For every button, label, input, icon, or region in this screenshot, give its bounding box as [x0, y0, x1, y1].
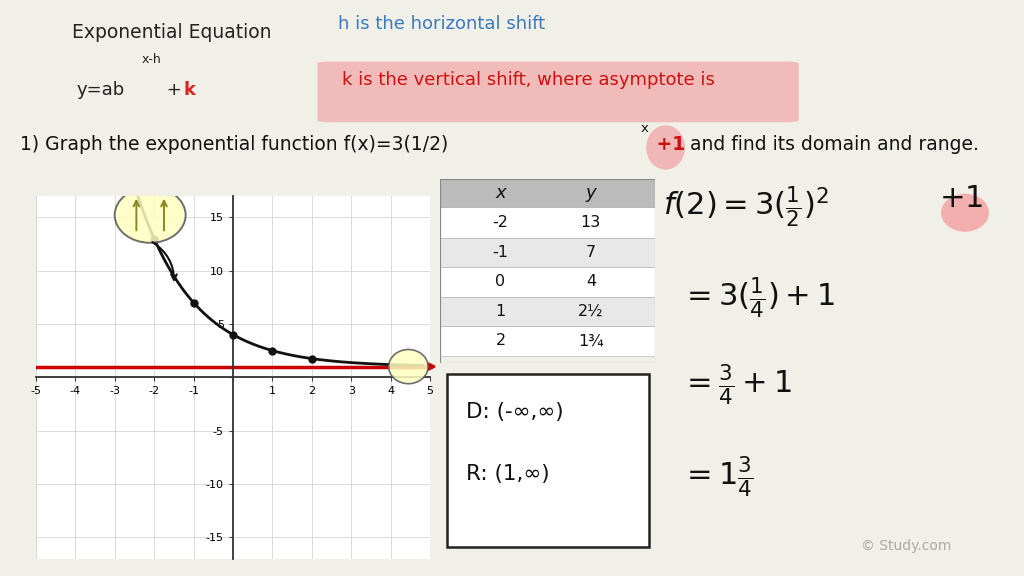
Text: +: +	[161, 81, 181, 99]
Bar	[440, 179, 655, 207]
Bar	[440, 326, 655, 355]
FancyBboxPatch shape	[317, 62, 799, 122]
Text: © Study.com: © Study.com	[861, 539, 951, 553]
Text: 1) Graph the exponential function f(x)=3(1/2): 1) Graph the exponential function f(x)=3…	[20, 135, 449, 154]
Ellipse shape	[941, 194, 989, 232]
Text: +1: +1	[650, 135, 685, 154]
Ellipse shape	[389, 350, 428, 384]
Text: Exponential Equation: Exponential Equation	[72, 23, 271, 42]
Text: 2: 2	[496, 334, 506, 348]
Text: 13: 13	[581, 215, 601, 230]
Text: h is the horizontal shift: h is the horizontal shift	[338, 15, 545, 33]
Text: $= \frac{3}{4}+1$: $= \frac{3}{4}+1$	[681, 363, 792, 408]
Text: $+1$: $+1$	[939, 184, 983, 213]
Ellipse shape	[115, 187, 185, 243]
Text: 1¾: 1¾	[578, 334, 604, 348]
Text: 1: 1	[496, 304, 506, 319]
Text: x: x	[496, 184, 506, 202]
Text: x-h: x-h	[141, 53, 161, 66]
Text: 0: 0	[496, 274, 506, 289]
Text: -1: -1	[493, 245, 509, 260]
Text: and find its domain and range.: and find its domain and range.	[684, 135, 979, 154]
Text: R: (1,∞): R: (1,∞)	[466, 464, 550, 484]
Text: 4: 4	[586, 274, 596, 289]
Text: 7: 7	[586, 245, 596, 260]
Text: $f(2)= 3(\frac{1}{2})^2$: $f(2)= 3(\frac{1}{2})^2$	[663, 184, 828, 230]
FancyBboxPatch shape	[446, 374, 649, 547]
Text: $= 3(\frac{1}{4})+1$: $= 3(\frac{1}{4})+1$	[681, 275, 836, 321]
Text: D: (-∞,∞): D: (-∞,∞)	[466, 402, 564, 422]
Text: x: x	[641, 122, 649, 135]
Ellipse shape	[646, 126, 685, 169]
Text: k is the vertical shift, where asymptote is: k is the vertical shift, where asymptote…	[342, 71, 715, 89]
Bar	[440, 267, 655, 297]
Text: y=ab: y=ab	[77, 81, 125, 99]
Text: k: k	[183, 81, 196, 99]
Text: -2: -2	[493, 215, 509, 230]
Text: y: y	[586, 184, 596, 202]
Text: 2½: 2½	[578, 304, 604, 319]
Bar	[440, 237, 655, 267]
Bar	[440, 207, 655, 237]
Bar	[440, 297, 655, 326]
Text: $= 1\frac{3}{4}$: $= 1\frac{3}{4}$	[681, 454, 754, 499]
